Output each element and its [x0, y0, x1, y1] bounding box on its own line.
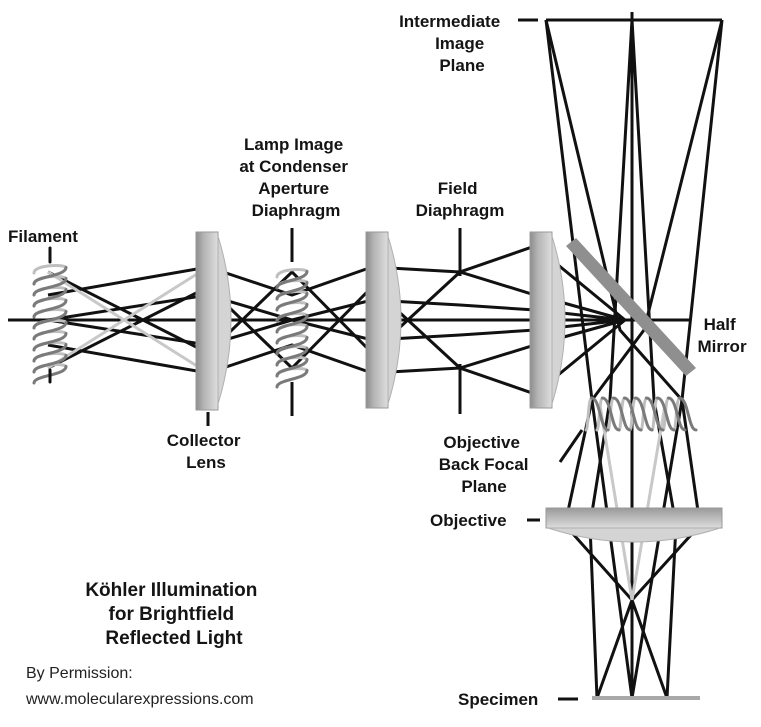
specimen-label: Specimen — [458, 690, 538, 709]
objective-lens — [545, 507, 723, 543]
ray-v5 — [588, 19, 634, 699]
half-mirror — [566, 238, 696, 376]
lamp-image-coil — [275, 267, 309, 389]
relay-lens — [529, 231, 566, 409]
filament-coil — [32, 246, 68, 385]
faint-imaging-rays — [598, 404, 667, 601]
collector-lens-label: Collector Lens — [167, 431, 245, 472]
bfp-leader — [558, 429, 584, 463]
collector-lens — [195, 231, 232, 411]
objective-label: Objective — [430, 511, 507, 530]
lamp-image-label: Lamp Image at Condenser Aperture Diaphra… — [239, 135, 352, 220]
objective-back-focal-plane-label: Objective Back Focal Plane — [439, 433, 534, 496]
faint-rays — [47, 265, 209, 375]
ray-v6 — [630, 19, 678, 699]
field-diaphragm-label: Field Diaphragm — [416, 179, 505, 220]
half-mirror-label: Half Mirror — [697, 315, 747, 356]
filament-label: Filament — [8, 227, 78, 246]
intermediate-image-plane-label: Intermediate Image Plane — [399, 12, 505, 75]
imaging-rays — [544, 12, 724, 700]
back-focal-plane-coil — [584, 396, 698, 432]
ray-v4 — [563, 19, 724, 699]
condenser-lens — [365, 231, 402, 409]
permission-credit: By Permission: www.molecularexpressions.… — [25, 665, 254, 708]
leader-lines — [206, 18, 584, 701]
diagram-title: Köhler Illumination for Brightfield Refl… — [85, 580, 262, 649]
